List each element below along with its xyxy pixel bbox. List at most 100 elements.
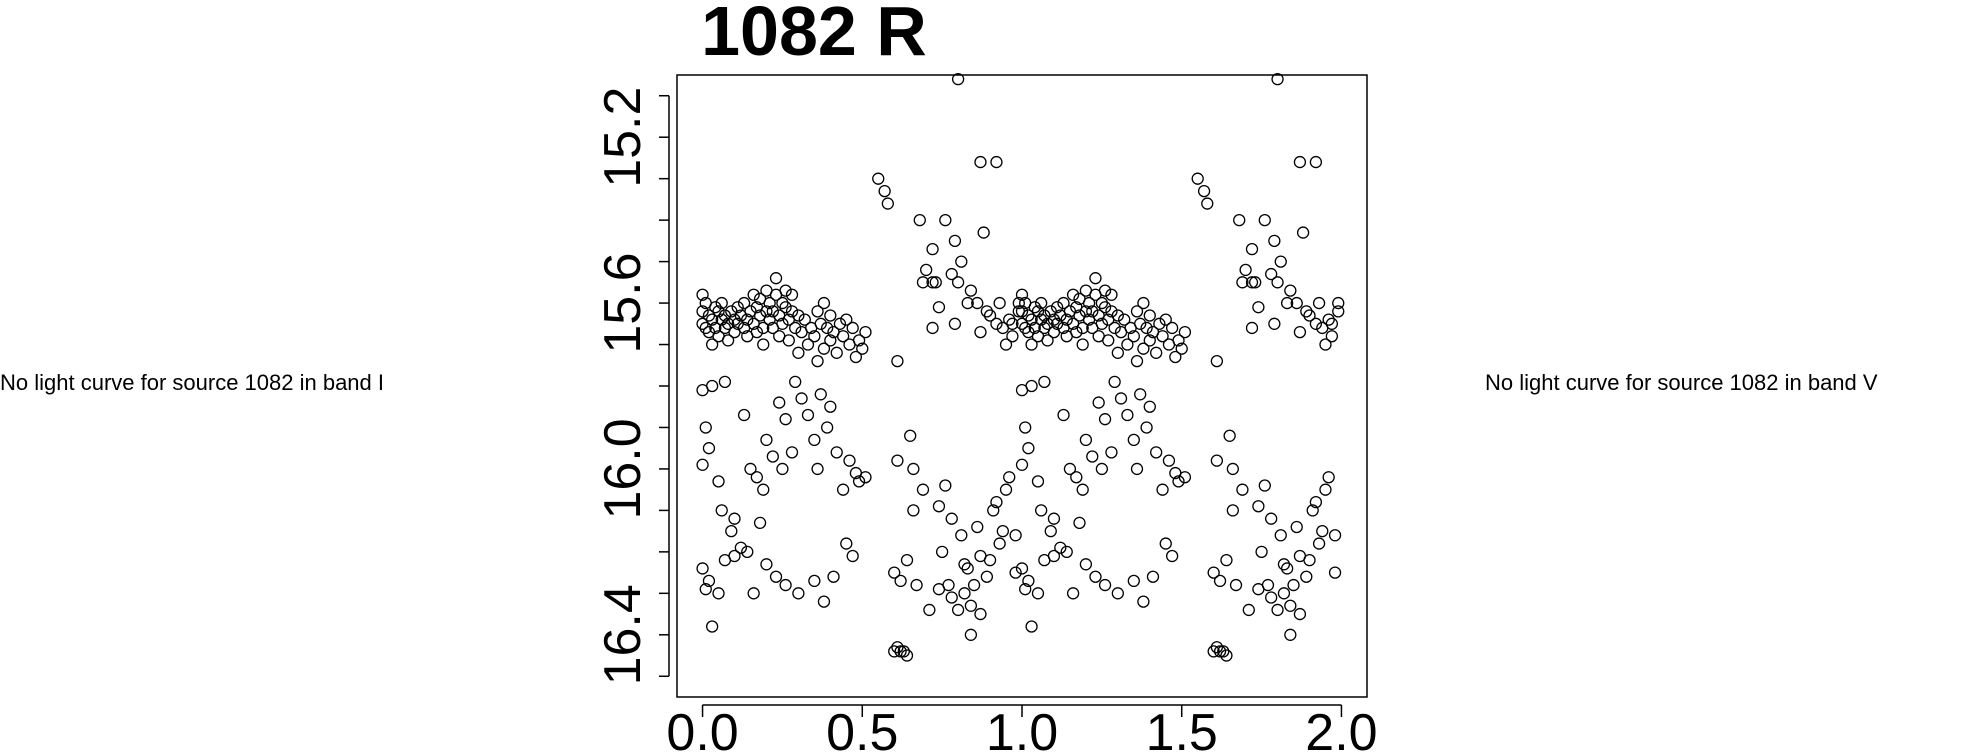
data-point (1213, 645, 1227, 658)
data-point (1121, 408, 1134, 422)
data-point (951, 276, 965, 289)
data-point (705, 338, 719, 351)
data-point (696, 288, 709, 301)
data-point (1322, 471, 1335, 484)
data-point (1031, 475, 1045, 488)
data-point (1028, 321, 1041, 335)
data-point (1319, 483, 1332, 496)
data-point (1035, 504, 1048, 517)
data-point (897, 645, 910, 658)
data-point (1201, 197, 1214, 210)
data-point (1041, 317, 1054, 330)
data-point (744, 462, 757, 476)
data-point (741, 545, 754, 559)
data-point (1006, 317, 1019, 330)
data-point (983, 309, 997, 322)
data-point (1220, 649, 1233, 662)
data-point (1258, 213, 1271, 227)
data-point (779, 413, 792, 426)
data-point (1102, 334, 1115, 347)
data-point (1025, 338, 1038, 351)
data-points (696, 72, 1345, 662)
data-point (1255, 545, 1268, 559)
data-point (1165, 321, 1179, 335)
data-point (792, 346, 805, 359)
data-point (699, 321, 712, 335)
data-point (935, 545, 949, 559)
data-point (1309, 155, 1323, 169)
data-point (1108, 321, 1121, 335)
data-point (993, 537, 1006, 550)
data-point (1236, 483, 1249, 496)
data-point (1047, 549, 1061, 563)
data-point (1306, 504, 1319, 517)
data-point (859, 471, 872, 484)
data-point (1271, 276, 1284, 289)
data-point (1127, 433, 1140, 447)
data-point (974, 155, 987, 169)
data-point (696, 562, 709, 575)
right-panel-message: No light curve for source 1082 in band V (1485, 370, 1878, 395)
data-point (996, 524, 1009, 538)
data-point (757, 483, 770, 496)
data-point (990, 317, 1003, 330)
data-point (974, 607, 987, 621)
data-point (907, 462, 920, 476)
data-point (1003, 313, 1016, 326)
data-point (1057, 296, 1070, 310)
data-point (1006, 330, 1019, 343)
data-point (964, 628, 978, 641)
data-point (846, 549, 859, 563)
data-point (785, 305, 799, 318)
data-point (1239, 263, 1252, 277)
data-point (948, 234, 962, 248)
data-point (999, 483, 1013, 496)
data-point (702, 574, 716, 588)
data-point (987, 504, 1000, 517)
data-point (990, 495, 1003, 509)
data-point (1265, 591, 1278, 604)
data-point (1015, 562, 1029, 575)
data-point (824, 334, 837, 347)
data-point (750, 325, 764, 339)
data-point (702, 442, 716, 455)
data-point (1015, 458, 1029, 471)
data-point (1265, 267, 1278, 281)
data-point (955, 255, 968, 268)
data-point (1095, 296, 1109, 310)
data-point (1031, 305, 1045, 318)
data-point (971, 520, 984, 534)
data-point (932, 301, 946, 314)
data-point (753, 516, 767, 529)
data-point (1210, 354, 1224, 368)
data-point (1296, 226, 1310, 239)
data-point (699, 583, 712, 596)
y-tick-label: 15.6 (594, 252, 652, 353)
data-point (1207, 566, 1220, 579)
data-point (894, 645, 907, 658)
data-point (1328, 529, 1342, 542)
data-point (731, 301, 744, 314)
data-point (958, 587, 971, 600)
data-point (904, 429, 917, 442)
data-point (1089, 272, 1102, 285)
data-point (836, 483, 850, 496)
data-point (1044, 524, 1057, 538)
data-point (1268, 317, 1281, 330)
data-point (728, 549, 741, 563)
plot-frame (676, 74, 1368, 698)
data-point (1284, 284, 1297, 297)
data-point (1015, 288, 1029, 301)
data-point (757, 338, 770, 351)
data-point (894, 574, 907, 588)
data-point (1127, 330, 1140, 343)
data-point (715, 504, 728, 517)
data-point (817, 595, 831, 608)
data-point (1220, 554, 1233, 567)
data-point (888, 566, 901, 579)
data-point (920, 263, 933, 277)
data-point (705, 620, 719, 633)
data-point (833, 317, 847, 330)
data-point (1070, 471, 1083, 484)
data-point (1095, 317, 1109, 330)
